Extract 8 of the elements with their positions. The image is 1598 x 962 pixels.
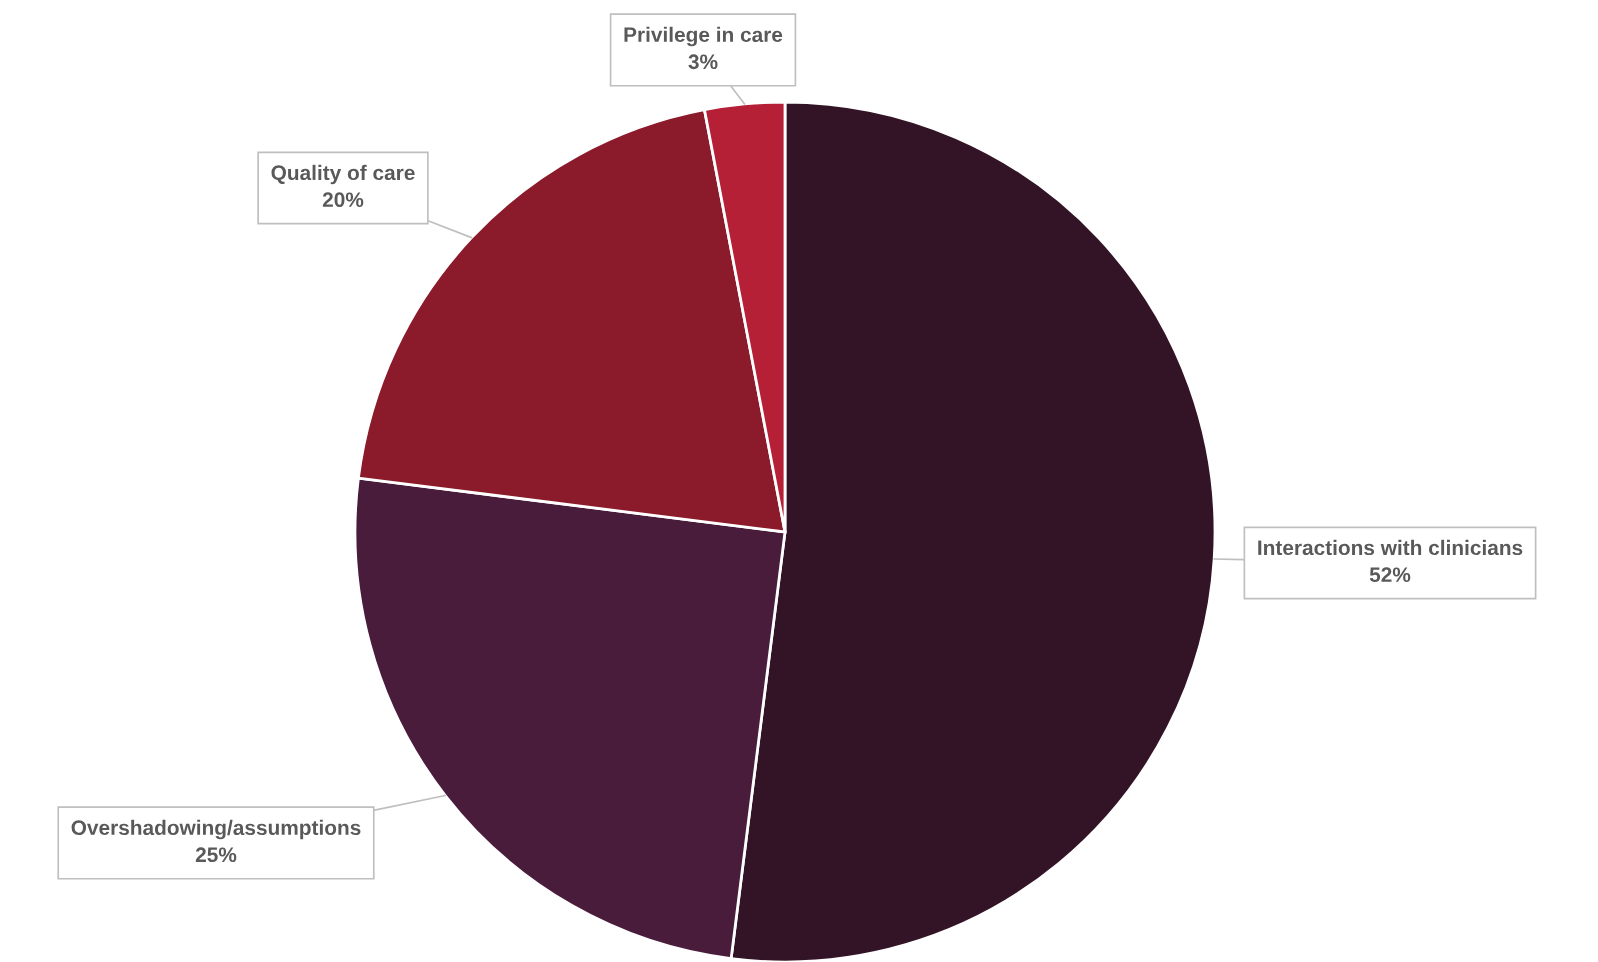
data-label: 20% <box>322 192 364 208</box>
slice-label: Interactions with clinicians <box>1258 539 1523 556</box>
data-label: 3% <box>688 54 718 70</box>
slice-label: Overshadowing/assumptions <box>71 819 361 840</box>
slice-label: Privilege in care <box>624 26 783 47</box>
data-label: 52% <box>1369 567 1411 583</box>
slice-label: Quality of care <box>271 164 415 185</box>
data-label: 25% <box>195 847 237 863</box>
